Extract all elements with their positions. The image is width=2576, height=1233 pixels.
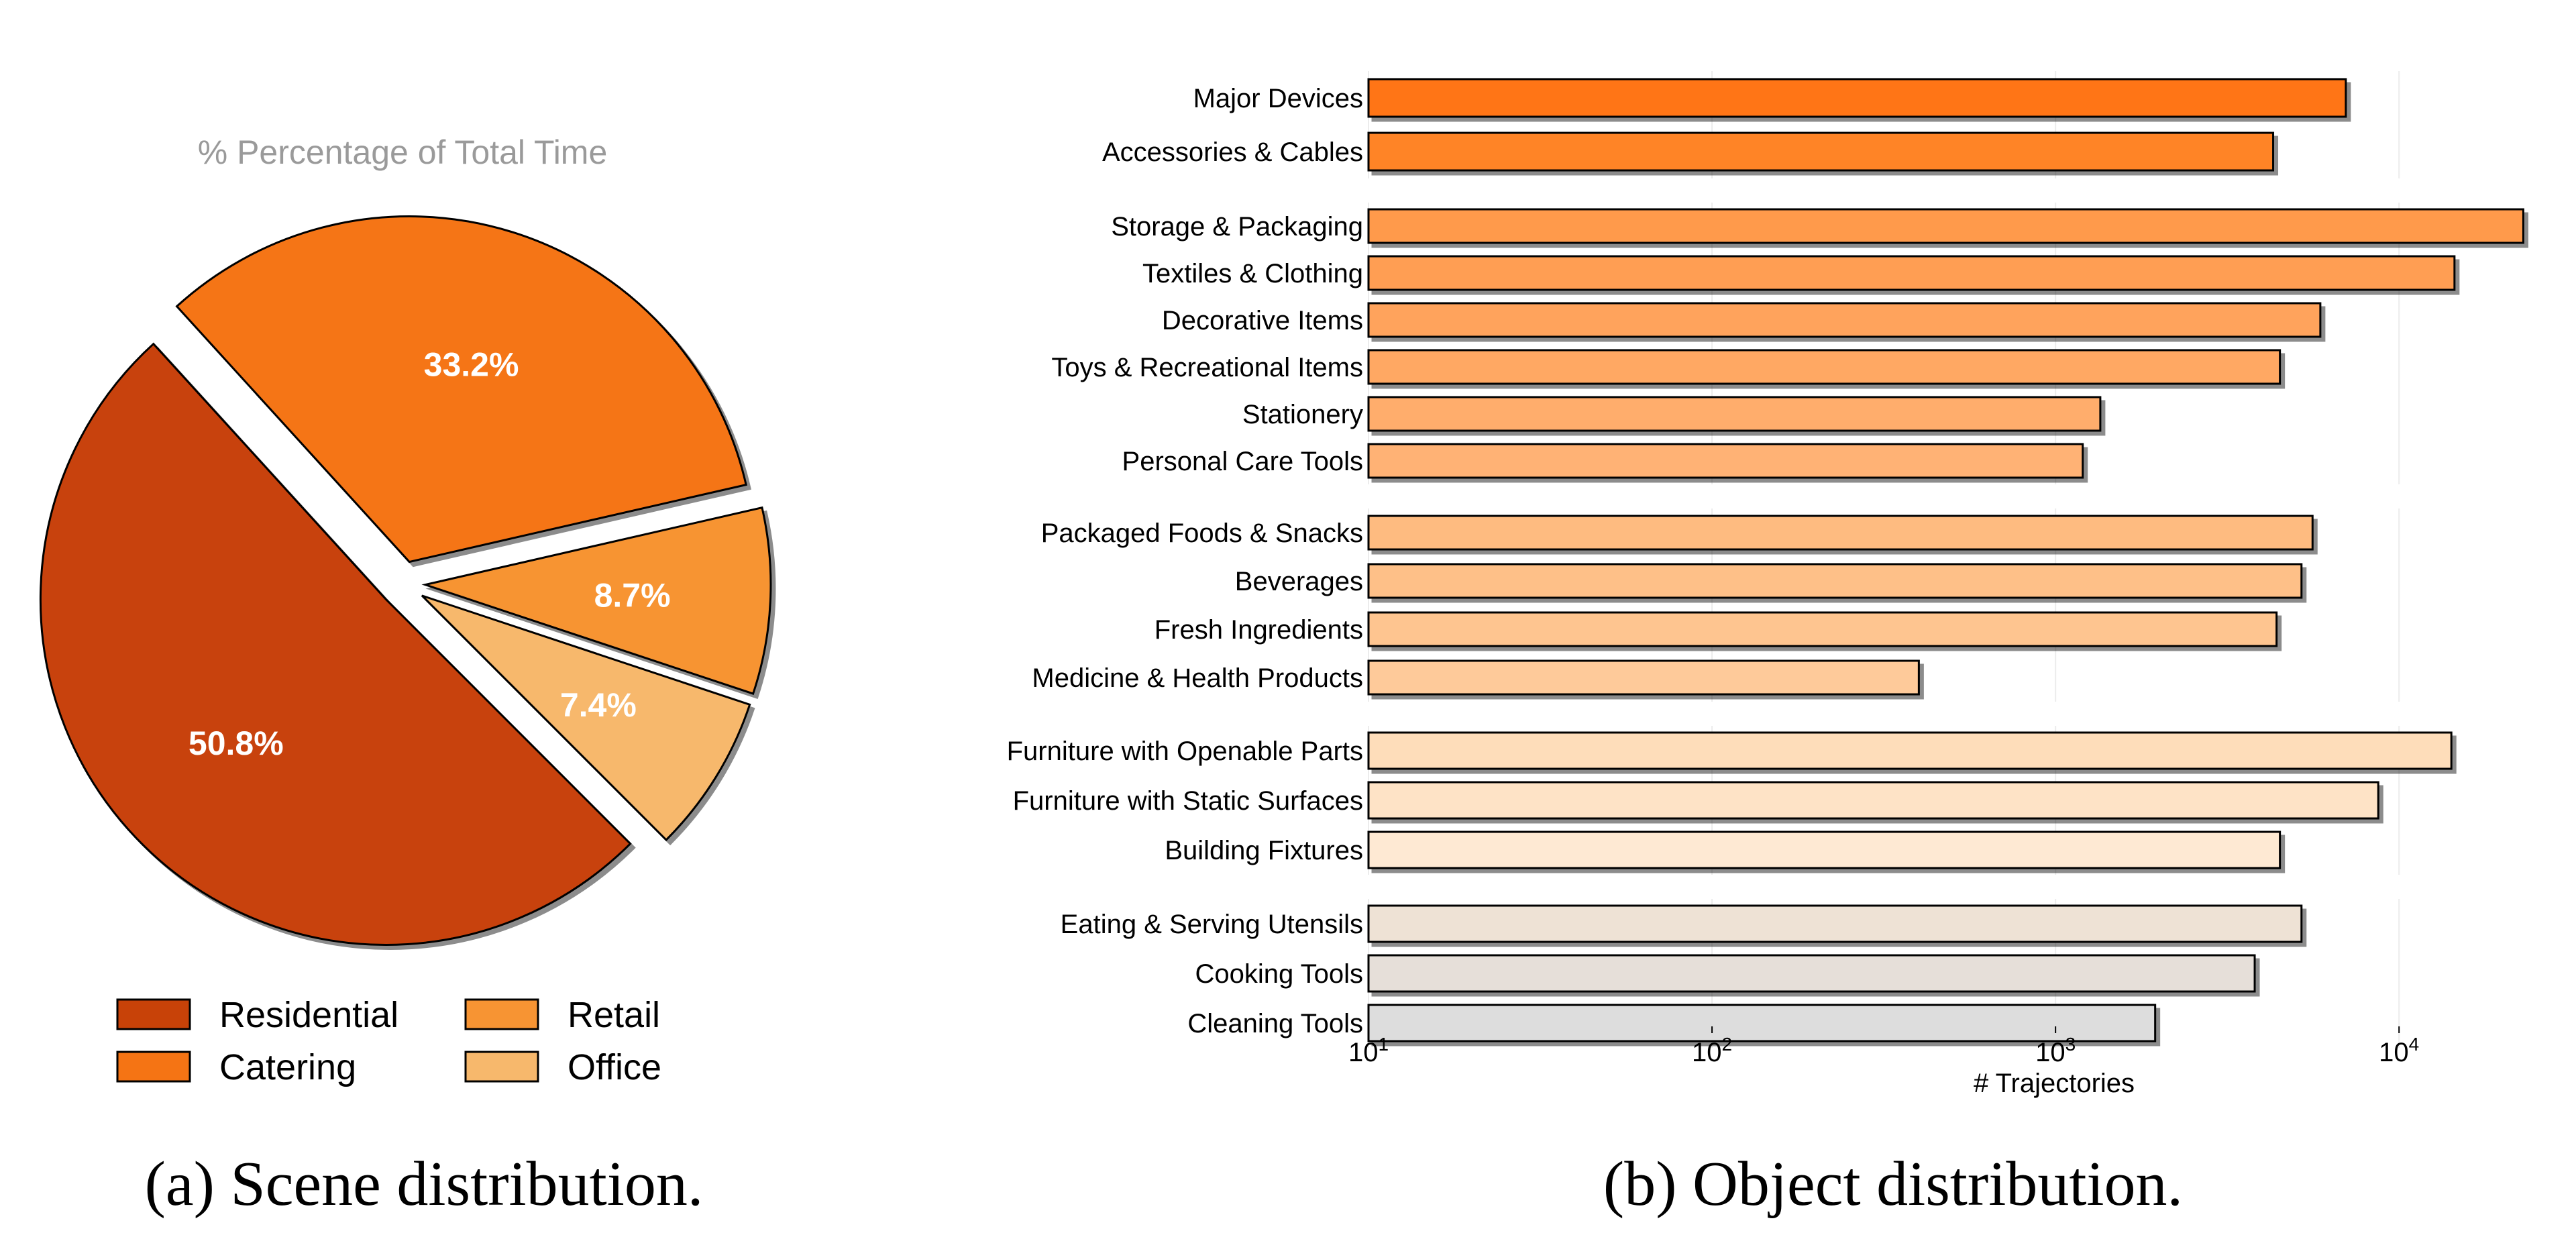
bar-accessories-and-cables [1367,131,2275,172]
pie-slice-retail [421,506,772,695]
bar-label-accessories-and-cables: Accessories & Cables [1102,138,1363,167]
legend-label-catering: Catering [219,1047,356,1087]
bar-label-cleaning-tools: Cleaning Tools [1187,1009,1363,1038]
pie-slice-label-residential: 50.8% [189,725,284,762]
bar-chart-panel: Major Devices Accessories & Cables Storage… [1007,71,2524,1219]
bar-label-cooking-tools: Cooking Tools [1195,959,1363,989]
bar-cleaning-tools [1367,1004,2157,1042]
bar-textiles-and-clothing [1367,255,2456,291]
bar-label-medicine-and-health-products: Medicine & Health Products [1032,663,1363,693]
pie-slice-office [421,594,751,842]
bar-decorative-items [1367,302,2322,338]
legend-label-retail: Retail [568,995,660,1035]
pie-slice-label-catering: 33.2% [424,346,519,384]
bar-caption: (b) Object distribution. [1603,1149,2183,1219]
bar-toys-and-recreational-items [1367,349,2282,385]
pie-chart-title: % Percentage of Total Time [198,133,608,171]
bar-medicine-and-health-products [1367,659,1920,696]
legend-swatch-catering [116,1051,191,1083]
pie-slice-label-office: 7.4% [560,686,637,724]
pie-chart-panel: % Percentage of Total Time 50.8% 33.2% 8.7… [39,133,772,1219]
bar-label-storage-and-packaging: Storage & Packaging [1111,212,1363,242]
pie-slice-catering [175,215,747,564]
bar-x-axis-label: # Trajectories [1974,1069,2135,1098]
pie-slices [39,215,772,946]
pie-legend: Residential Retail Catering Office [116,995,661,1087]
legend-swatch-retail [464,998,539,1030]
legend-label-office: Office [568,1047,661,1087]
bar-label-toys-and-recreational-items: Toys & Recreational Items [1051,353,1363,382]
bar-label-personal-care-tools: Personal Care Tools [1122,447,1363,476]
bar-cooking-tools [1367,954,2256,993]
bar-label-fresh-ingredients: Fresh Ingredients [1155,615,1363,645]
bar-major-devices [1367,78,2347,118]
bar-furniture-with-openable-parts [1367,731,2453,770]
bar-label-beverages: Beverages [1235,567,1363,596]
bar-eating-and-serving-utensils [1367,904,2303,943]
bar-stationery [1367,396,2102,432]
bar-label-building-fixtures: Building Fixtures [1165,836,1363,865]
pie-slice-label-retail: 8.7% [594,576,671,614]
bar-furniture-with-static-surfaces [1367,781,2379,820]
bar-label-eating-and-serving-utensils: Eating & Serving Utensils [1061,910,1363,939]
bar-label-textiles-and-clothing: Textiles & Clothing [1142,259,1363,288]
bar-storage-and-packaging [1367,208,2524,244]
bar-label-furniture-with-openable-parts: Furniture with Openable Parts [1007,737,1363,766]
bar-bars [1367,78,2524,1042]
pie-caption: (a) Scene distribution. [145,1149,704,1219]
bar-personal-care-tools [1367,443,2084,479]
bar-label-furniture-with-static-surfaces: Furniture with Static Surfaces [1013,786,1363,816]
legend-swatch-residential [116,998,191,1030]
legend-item-catering: Catering [116,1047,356,1087]
bar-building-fixtures [1367,830,2282,869]
legend-swatch-office [464,1051,539,1083]
bar-label-stationery: Stationery [1242,400,1363,429]
legend-item-residential: Residential [116,995,398,1035]
x-tick-label: 103 [2035,1034,2076,1067]
legend-label-residential: Residential [219,995,398,1035]
bar-category-labels: Major Devices Accessories & Cables Storage… [1007,84,1363,1038]
bar-label-packaged-foods-and-snacks: Packaged Foods & Snacks [1041,519,1363,548]
pie-slice-residential [39,342,632,946]
legend-item-retail: Retail [464,995,660,1035]
bar-x-axis: 101 102 103 104 [1348,1026,2419,1067]
bar-fresh-ingredients [1367,611,2278,647]
x-tick-label: 102 [1692,1034,1732,1067]
bar-label-major-devices: Major Devices [1193,84,1363,113]
x-tick-label: 104 [2379,1034,2419,1067]
bar-label-decorative-items: Decorative Items [1162,306,1363,335]
pie-slice-labels: 50.8% 33.2% 8.7% 7.4% [189,346,671,762]
legend-item-office: Office [464,1047,661,1087]
bar-packaged-foods-and-snacks [1367,515,2314,551]
x-tick-label: 101 [1348,1034,1389,1067]
bar-beverages [1367,563,2303,599]
